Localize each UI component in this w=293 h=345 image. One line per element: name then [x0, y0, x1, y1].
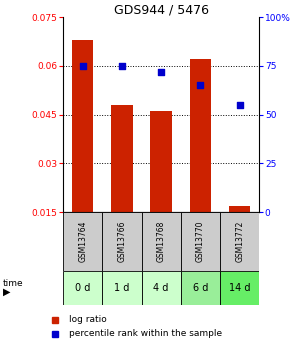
Text: GSM13766: GSM13766 — [117, 221, 126, 262]
Bar — [72, 40, 93, 261]
Bar — [102, 212, 142, 271]
Text: 1 d: 1 d — [114, 283, 130, 293]
Text: log ratio: log ratio — [69, 315, 107, 324]
Point — [198, 83, 203, 88]
Bar — [142, 212, 181, 271]
Bar — [150, 111, 172, 261]
Text: 6 d: 6 d — [193, 283, 208, 293]
Point — [80, 63, 85, 69]
Bar — [111, 105, 133, 261]
Bar — [102, 271, 142, 305]
Text: GSM13770: GSM13770 — [196, 221, 205, 262]
Text: GSM13768: GSM13768 — [157, 221, 166, 262]
Title: GDS944 / 5476: GDS944 / 5476 — [114, 3, 209, 16]
Bar — [190, 59, 211, 261]
Text: 4 d: 4 d — [154, 283, 169, 293]
Text: ▶: ▶ — [3, 287, 11, 297]
Bar — [220, 271, 259, 305]
Bar — [181, 212, 220, 271]
Text: GSM13772: GSM13772 — [235, 221, 244, 262]
Text: GSM13764: GSM13764 — [78, 221, 87, 262]
Bar — [142, 271, 181, 305]
Bar — [63, 212, 102, 271]
Text: 14 d: 14 d — [229, 283, 251, 293]
Point — [237, 102, 242, 108]
Bar — [229, 206, 251, 261]
Text: 0 d: 0 d — [75, 283, 90, 293]
Bar — [181, 271, 220, 305]
Point — [120, 63, 124, 69]
Text: time: time — [3, 279, 23, 288]
Text: percentile rank within the sample: percentile rank within the sample — [69, 329, 223, 338]
Point — [159, 69, 163, 75]
Bar — [63, 271, 102, 305]
Bar — [220, 212, 259, 271]
